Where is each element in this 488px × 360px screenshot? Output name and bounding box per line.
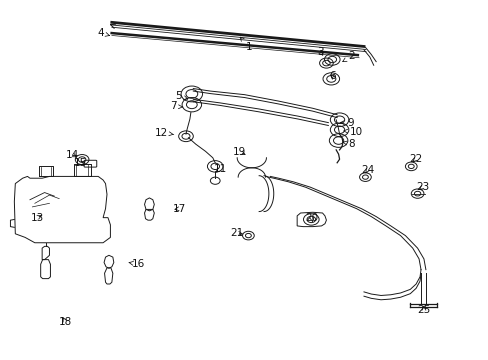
Text: 6: 6 [328, 71, 335, 81]
Text: 7: 7 [170, 102, 183, 112]
Text: 14: 14 [66, 150, 80, 160]
Text: 11: 11 [213, 164, 226, 174]
Text: 13: 13 [31, 213, 44, 222]
Text: 19: 19 [232, 147, 246, 157]
Text: 20: 20 [305, 213, 318, 222]
Text: 4: 4 [97, 28, 109, 38]
Text: 21: 21 [229, 228, 243, 238]
Text: 1: 1 [240, 37, 252, 52]
Text: 12: 12 [155, 128, 173, 138]
Text: 16: 16 [129, 259, 145, 269]
Text: 24: 24 [360, 165, 373, 175]
Text: 23: 23 [415, 182, 428, 192]
Text: 25: 25 [416, 305, 430, 315]
Text: 10: 10 [343, 127, 363, 136]
Text: 8: 8 [342, 139, 354, 149]
Text: 17: 17 [173, 204, 186, 214]
Text: 2: 2 [342, 51, 354, 62]
Text: 15: 15 [73, 158, 87, 168]
Text: 5: 5 [175, 91, 187, 101]
Text: 18: 18 [58, 317, 72, 327]
Text: 22: 22 [408, 154, 422, 164]
Text: 9: 9 [340, 118, 353, 128]
Text: 3: 3 [316, 46, 323, 57]
